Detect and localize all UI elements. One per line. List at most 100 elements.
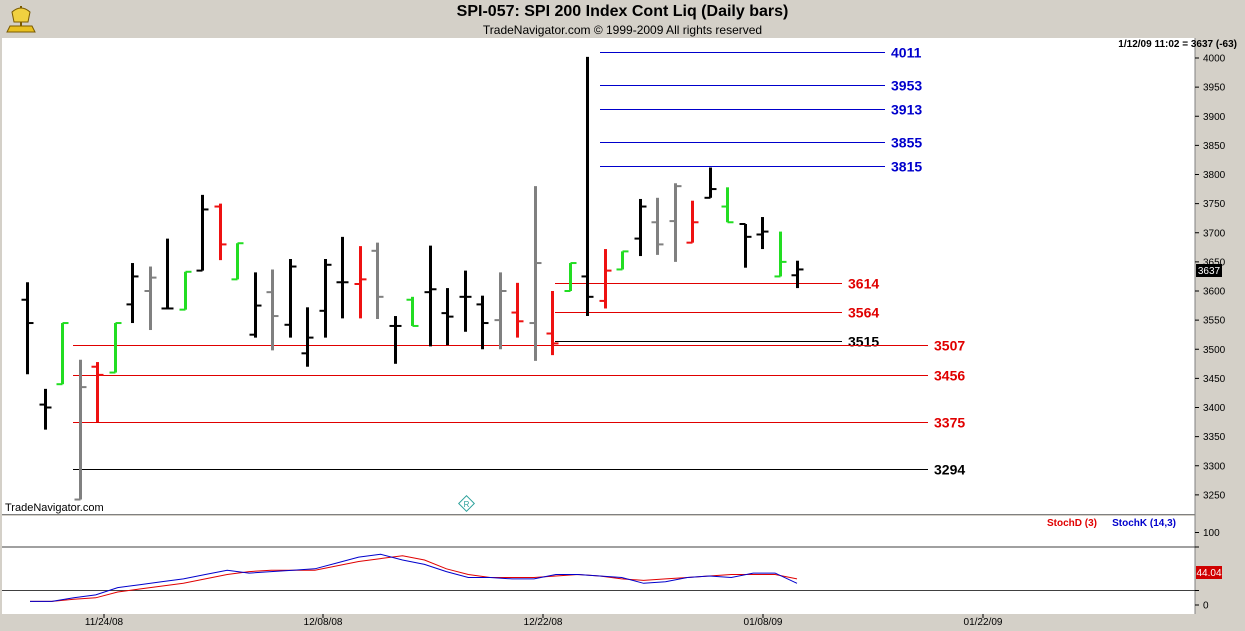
stoch-tag: 44.04 <box>1196 566 1222 579</box>
stoch-tick-label: 100 <box>1203 528 1220 539</box>
date-tick-label: 11/24/08 <box>85 617 124 628</box>
ohlc-bar <box>249 272 262 338</box>
ohlc-bar <box>791 260 804 289</box>
ohlc-bar <box>441 288 454 346</box>
chart-title: SPI-057: SPI 200 Index Cont Liq (Daily b… <box>456 3 789 20</box>
ohlc-bar <box>634 198 647 257</box>
trade-navigator-logo-icon <box>6 6 36 33</box>
price-tick-label: 3700 <box>1203 228 1226 239</box>
ohlc-bar <box>126 263 139 324</box>
stochastic-panel: 0 100 <box>2 528 1220 612</box>
level-label: 3855 <box>891 135 922 151</box>
level-label: 3507 <box>934 338 965 354</box>
ohlc-bar <box>144 266 157 331</box>
price-tick-label: 3500 <box>1203 345 1226 356</box>
date-tick-label: 12/22/08 <box>524 617 563 628</box>
ohlc-bar <box>74 359 87 501</box>
price-bars <box>21 56 804 501</box>
price-tick-label: 3450 <box>1203 374 1226 385</box>
r-marker-icon: R <box>458 495 475 512</box>
chart-subtitle: TradeNavigator.com © 1999-2009 All right… <box>482 23 763 37</box>
level-label: 3515 <box>848 334 879 350</box>
price-axis: 3250 3300 3350 3400 3450 3500 3550 3600 3650 3700… <box>1195 54 1226 501</box>
ohlc-bar <box>56 322 69 386</box>
date-axis: 11/24/08 12/08/08 12/22/08 01/08/09 01/22/09 <box>85 614 1003 628</box>
price-tick-label: 4000 <box>1203 54 1226 65</box>
level-label: 3953 <box>891 78 922 94</box>
watermark: TradeNavigator.com <box>5 502 104 514</box>
ohlc-bar <box>739 223 752 268</box>
ohlc-bar <box>284 258 297 338</box>
price-tag: 3637 <box>1196 264 1222 277</box>
ohlc-bar <box>196 194 209 272</box>
chart-header: SPI-057: SPI 200 Index Cont Liq (Daily b… <box>0 0 1245 40</box>
ohlc-bar <box>214 203 227 261</box>
ohlc-bar <box>476 295 489 350</box>
price-tick-label: 3600 <box>1203 287 1226 298</box>
indicator-panel <box>2 516 1195 614</box>
ohlc-bar <box>704 167 717 199</box>
stoch-tag-value: 44.04 <box>1196 568 1221 579</box>
ohlc-bar <box>424 245 437 347</box>
ohlc-bar <box>686 200 699 244</box>
svg-text:R: R <box>464 500 470 509</box>
price-tick-label: 3650 <box>1203 257 1226 268</box>
level-label: 3815 <box>891 159 922 175</box>
ohlc-bar <box>651 197 664 255</box>
ohlc-bar <box>756 217 769 250</box>
price-tick-label: 3800 <box>1203 170 1226 181</box>
price-tick-label: 3350 <box>1203 432 1226 443</box>
ohlc-bar <box>336 236 349 319</box>
price-tick-label: 3400 <box>1203 403 1226 414</box>
price-tick-label: 3850 <box>1203 141 1226 152</box>
price-tag-value: 3637 <box>1198 266 1221 277</box>
price-tick-label: 3550 <box>1203 316 1226 327</box>
ohlc-bar <box>266 269 279 351</box>
ohlc-bar <box>109 322 122 374</box>
price-tick-label: 3300 <box>1203 461 1226 472</box>
ohlc-bar <box>389 316 402 364</box>
level-label: 3564 <box>848 305 879 321</box>
ohlc-bar <box>546 291 559 356</box>
date-tick-label: 01/22/09 <box>964 617 1003 628</box>
ohlc-bar <box>231 242 244 281</box>
ohlc-bar <box>511 282 524 338</box>
ohlc-bar <box>319 258 332 338</box>
ohlc-bar <box>406 296 419 327</box>
ohlc-bar <box>774 231 787 278</box>
support-resistance-levels: 4011 3953 3913 3855 3815 3614 3564 3515 3507 3456… <box>73 45 965 478</box>
legend-stochk: StochK (14,3) <box>1112 518 1176 529</box>
level-label: 3913 <box>891 102 922 118</box>
ohlc-bar <box>161 238 174 310</box>
stochk-line <box>30 553 798 602</box>
level-label: 3456 <box>934 368 965 384</box>
ohlc-bar <box>21 282 34 375</box>
ohlc-bar <box>529 186 542 361</box>
stoch-tick-label: 0 <box>1203 601 1209 612</box>
ohlc-bar <box>354 246 367 319</box>
level-label: 3375 <box>934 415 965 431</box>
date-tick-label: 12/08/08 <box>304 617 343 628</box>
ohlc-bar <box>616 250 629 271</box>
ohlc-bar <box>301 307 314 367</box>
price-panel <box>2 38 1195 514</box>
price-tick-label: 3900 <box>1203 112 1226 123</box>
ohlc-bar <box>581 56 594 317</box>
ohlc-bar <box>564 262 577 292</box>
ohlc-bar <box>91 362 104 423</box>
level-label: 3614 <box>848 276 879 292</box>
ohlc-bar <box>459 270 472 332</box>
ohlc-bar <box>494 272 507 350</box>
ohlc-bar <box>599 249 612 309</box>
legend-stochd: StochD (3) <box>1047 518 1097 529</box>
date-tick-label: 01/08/09 <box>744 617 783 628</box>
level-label: 3294 <box>934 462 965 478</box>
ohlc-bar <box>39 388 52 430</box>
ohlc-bar <box>371 242 384 319</box>
ohlc-bar <box>721 187 734 224</box>
price-tick-label: 3250 <box>1203 490 1226 501</box>
level-label: 4011 <box>891 45 922 61</box>
ohlc-bar <box>669 183 682 262</box>
quote-line: 1/12/09 11:02 = 3637 (-63) <box>1118 39 1237 50</box>
